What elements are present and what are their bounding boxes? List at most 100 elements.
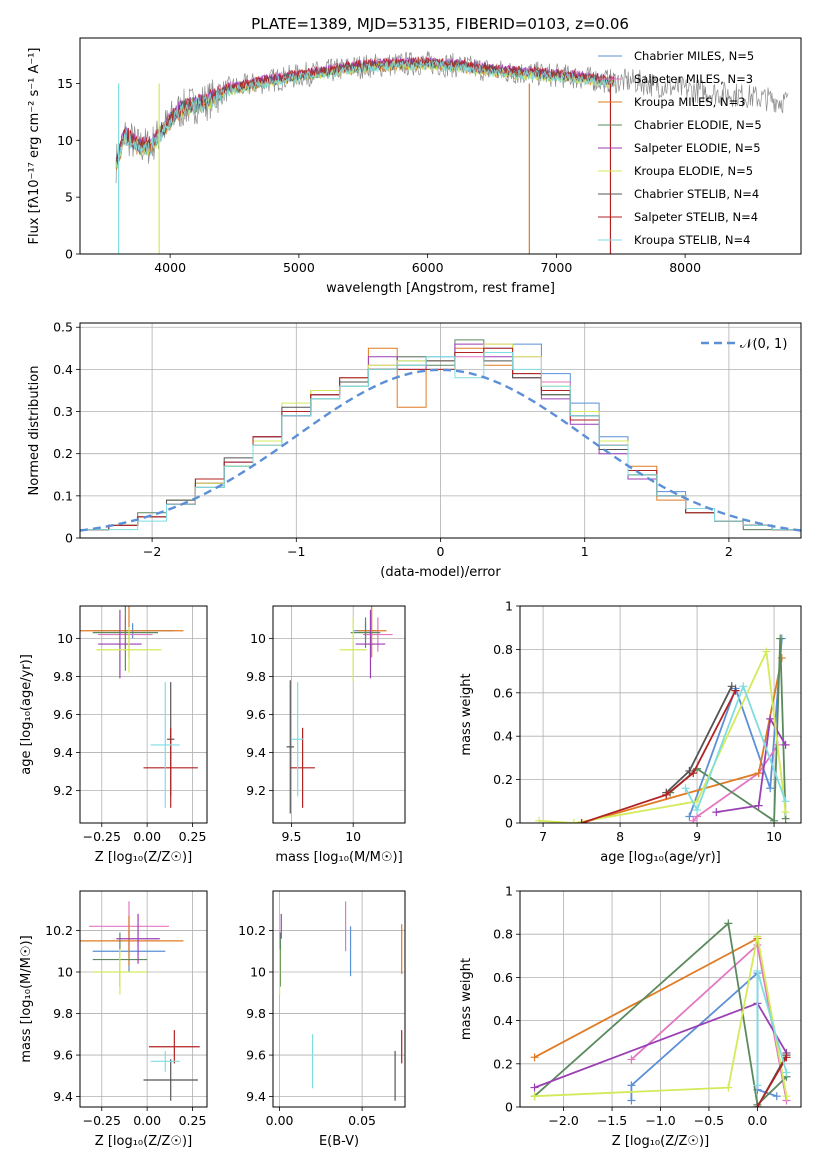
weight-marker [753,1081,762,1090]
legend-label: Chabrier ELODIE, N=5 [634,118,762,132]
x-tick-label: −0.25 [83,1113,121,1128]
y-tick-label: 9.8 [53,669,73,684]
weight-line-chabrier-miles [630,971,778,1101]
x-axis-label: Z [log₁₀(Z/Z☉)] [95,1134,192,1149]
x-tick-label: 10 [345,829,361,844]
x-tick-label: 0.05 [348,1113,376,1128]
x-axis-label: wavelength [Angstrom, rest frame] [326,281,555,296]
weight-marker [753,932,762,941]
x-tick-label: −0.5 [694,1113,724,1128]
weight-marker [627,1081,636,1090]
y-tick-label: 9.2 [53,783,73,798]
weight-line-salpeter-elodie [716,716,787,813]
axes-frame [79,322,802,539]
x-tick-label: 0.00 [133,1113,161,1128]
axes-frame [519,890,802,1108]
weight-marker [681,784,690,793]
weight-line-salpeter-stelib [581,690,737,823]
x-tick-label: 2 [725,544,733,559]
panel-age-vs-mass: 9.5 10 9.2 9.4 9.6 9.8 10 mass [log₁₀(M/M☉)] [246,605,406,865]
weight-marker [685,812,694,821]
y-tick-label: 0 [505,816,513,831]
weight-line-kroupa-elodie [539,648,787,823]
panel-residual-hist: −2 −1 0 1 2 0 0.1 0.2 0.3 0.4 0.5 (data-model)/erro… [27,320,802,580]
weight-marker [627,1055,636,1064]
legend-label: Salpeter STELIB, N=4 [634,210,758,224]
y-tick-label: 10 [250,965,266,980]
y-tick-label: 9.4 [246,745,266,760]
y-tick-label: 0.4 [53,362,73,377]
weight-marker [530,1083,539,1092]
weight-marker [627,1096,636,1105]
weight-marker [535,816,544,823]
x-tick-label: 0.00 [133,829,161,844]
weight-marker [782,1053,791,1062]
y-axis-label: mass weight [459,673,474,755]
y-tick-label: 9.6 [246,1048,266,1063]
weight-marker [776,634,785,643]
x-tick-label: 7000 [540,260,572,275]
weight-marker [569,819,578,823]
x-tick-label: 9 [693,829,701,844]
legend-label: Kroupa MILES, N=3 [634,95,746,109]
weight-line-salpeter-stelib [756,1056,788,1107]
y-tick-label: 0.5 [53,320,73,335]
y-tick-label: 9.6 [53,1048,73,1063]
x-tick-label: 10 [766,829,782,844]
x-axis-label: E(B-V) [319,1134,359,1149]
x-tick-label: 5000 [283,260,315,275]
x-axis-label: Z [log₁₀(Z/Z☉)] [95,850,192,865]
model-spectrum-line [115,60,615,168]
y-tick-label: 9.8 [53,1006,73,1021]
y-tick-label: 0.2 [53,446,73,461]
weight-marker [727,682,736,691]
axes-frame [272,605,406,824]
weight-marker [753,966,762,975]
x-axis-label: age [log₁₀(age/yr)] [600,850,721,865]
plot-area [535,634,790,823]
y-tick-label: 9.4 [246,1089,266,1104]
weight-line-kroupa-stelib [684,683,787,813]
weight-marker [724,1083,733,1092]
y-tick-label: 10 [57,133,73,148]
plot-area [80,901,200,1101]
y-tick-label: 0.3 [53,404,73,419]
y-tick-label: 10 [57,631,73,646]
weight-marker [712,808,721,817]
weight-marker [754,769,763,778]
y-axis-label: mass weight [459,958,474,1040]
weight-marker [731,686,740,695]
y-tick-label: 0 [65,531,73,546]
y-tick-label: 9.2 [246,783,266,798]
weight-marker [754,801,763,810]
x-tick-label: −1.5 [597,1113,627,1128]
axes-frame [519,605,802,824]
weight-marker [772,1092,781,1101]
axes-frame [272,890,406,1108]
weight-marker [530,1053,539,1062]
weight-line-chabrier-miles [688,638,783,817]
plot-area [530,919,791,1107]
weight-marker [662,790,671,799]
x-tick-label: 8000 [669,260,701,275]
weight-marker [689,769,698,778]
weight-marker [689,816,698,823]
y-tick-label: 0 [505,1100,513,1115]
x-tick-label: −1.0 [645,1113,675,1128]
panel-age-vs-z: −0.25 0.00 0.25 9.2 9.4 9.6 9.8 10 Z [log₁₀(Z/Z☉… [19,605,208,865]
x-tick-label: 8 [616,829,624,844]
x-tick-label: −2 [143,544,161,559]
legend-label: Chabrier STELIB, N=4 [634,187,759,201]
weight-marker [770,816,779,823]
y-axis-label: age [log₁₀(age/yr)] [19,654,34,775]
x-tick-label: 0.0 [747,1113,767,1128]
plot-area [286,606,393,814]
y-tick-label: 10.2 [238,923,266,938]
y-tick-label: 0.2 [493,1056,513,1071]
y-tick-label: 0.6 [493,685,513,700]
plot-area [279,901,403,1101]
weight-marker [724,919,733,928]
y-tick-label: 1 [505,884,513,899]
y-tick-label: 15 [57,76,73,91]
